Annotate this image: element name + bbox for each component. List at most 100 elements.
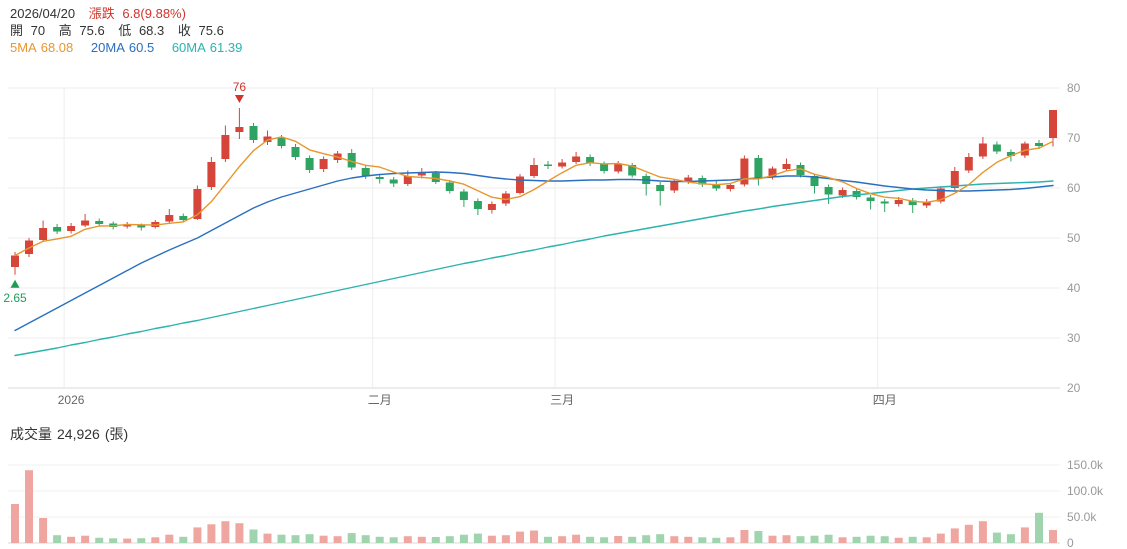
volume-bar[interactable] <box>193 527 202 543</box>
volume-bar[interactable] <box>81 535 90 543</box>
volume-bar[interactable] <box>796 536 805 543</box>
candle[interactable] <box>39 220 48 243</box>
candle[interactable] <box>67 223 76 234</box>
candle[interactable] <box>922 199 931 208</box>
volume-bar[interactable] <box>698 537 707 543</box>
candle[interactable] <box>375 174 384 184</box>
candle[interactable] <box>305 155 314 174</box>
volume-bar[interactable] <box>179 536 188 543</box>
candle[interactable] <box>249 123 258 143</box>
volume-bar[interactable] <box>39 518 48 543</box>
candle[interactable] <box>908 198 917 213</box>
candle[interactable] <box>992 141 1001 155</box>
candle[interactable] <box>880 199 889 212</box>
volume-bar[interactable] <box>768 535 777 543</box>
volume-bar[interactable] <box>992 532 1001 543</box>
volume-bar[interactable] <box>572 534 581 543</box>
volume-bar[interactable] <box>880 536 889 543</box>
volume-bar[interactable] <box>558 536 567 543</box>
volume-bar[interactable] <box>684 536 693 543</box>
volume-bar[interactable] <box>235 523 244 543</box>
candle[interactable] <box>1049 110 1057 147</box>
candle[interactable] <box>978 137 987 159</box>
candle[interactable] <box>754 155 763 186</box>
volume-bar[interactable] <box>291 535 300 543</box>
volume-bar[interactable] <box>516 531 524 543</box>
candle[interactable] <box>291 144 300 160</box>
volume-bar[interactable] <box>487 535 496 543</box>
volume-bar[interactable] <box>347 533 356 543</box>
volume-bar[interactable] <box>908 536 917 543</box>
volume-bar[interactable] <box>417 536 426 543</box>
volume-bar[interactable] <box>950 528 959 543</box>
volume-bar[interactable] <box>1020 527 1029 543</box>
volume-bar[interactable] <box>221 521 230 543</box>
volume-bar[interactable] <box>894 537 903 543</box>
candle[interactable] <box>95 218 104 227</box>
volume-bar[interactable] <box>782 535 791 543</box>
volume-bar[interactable] <box>544 536 552 543</box>
volume-bar[interactable] <box>333 536 342 543</box>
volume-chart[interactable]: 150.0k 100.0k 50.0k 0 <box>0 455 1127 549</box>
volume-bar[interactable] <box>852 536 861 543</box>
volume-bar[interactable] <box>263 533 272 543</box>
candle[interactable] <box>389 177 398 187</box>
volume-bar[interactable] <box>277 534 286 543</box>
volume-bar[interactable] <box>165 534 174 543</box>
candle[interactable] <box>544 161 552 169</box>
candle[interactable] <box>782 158 791 172</box>
candle[interactable] <box>221 125 230 163</box>
volume-bar[interactable] <box>11 504 19 543</box>
volume-bar[interactable] <box>754 531 763 543</box>
candle[interactable] <box>572 152 581 164</box>
candle[interactable] <box>445 180 454 194</box>
candle[interactable] <box>347 149 356 170</box>
volume-bar[interactable] <box>600 537 609 543</box>
candle[interactable] <box>516 174 524 195</box>
volume-bar[interactable] <box>922 537 931 543</box>
candle[interactable] <box>473 198 482 216</box>
volume-bar[interactable] <box>53 535 62 543</box>
volume-bar[interactable] <box>431 537 440 543</box>
candle[interactable] <box>712 181 721 191</box>
candle[interactable] <box>179 213 188 223</box>
candle[interactable] <box>936 186 945 204</box>
candle[interactable] <box>235 108 244 139</box>
candle[interactable] <box>53 224 62 234</box>
volume-bar[interactable] <box>361 535 370 543</box>
volume-bar[interactable] <box>838 537 847 543</box>
volume-bar[interactable] <box>123 538 132 543</box>
candle[interactable] <box>487 201 496 214</box>
volume-bar[interactable] <box>1049 530 1057 543</box>
volume-bar[interactable] <box>628 536 637 543</box>
volume-bar[interactable] <box>375 536 384 543</box>
volume-bar[interactable] <box>137 538 146 543</box>
candle[interactable] <box>656 182 665 206</box>
volume-bar[interactable] <box>642 535 651 543</box>
volume-bar[interactable] <box>25 470 33 543</box>
price-chart[interactable]: 80 70 60 50 40 30 20 2026 二月 三月 四月 76 2.65 <box>0 60 1127 412</box>
candle[interactable] <box>642 173 651 196</box>
volume-bar[interactable] <box>459 534 468 543</box>
candle[interactable] <box>796 162 805 178</box>
volume-bar[interactable] <box>67 536 76 543</box>
volume-bar[interactable] <box>866 535 875 543</box>
candle[interactable] <box>558 159 567 169</box>
candle[interactable] <box>530 158 538 178</box>
volume-bar[interactable] <box>249 529 258 544</box>
candle[interactable] <box>319 156 328 173</box>
volume-bar[interactable] <box>151 537 160 543</box>
volume-bar[interactable] <box>530 530 538 544</box>
volume-bar[interactable] <box>403 536 412 543</box>
candle[interactable] <box>431 171 440 184</box>
volume-bar[interactable] <box>964 524 973 543</box>
candle[interactable] <box>852 188 861 200</box>
volume-bar[interactable] <box>109 538 118 543</box>
candle[interactable] <box>866 195 875 210</box>
volume-bar[interactable] <box>95 537 104 543</box>
volume-bars-layer[interactable] <box>11 470 1057 543</box>
candle[interactable] <box>501 191 510 206</box>
volume-bar[interactable] <box>389 537 398 543</box>
candle[interactable] <box>459 189 468 207</box>
candle[interactable] <box>81 214 90 227</box>
